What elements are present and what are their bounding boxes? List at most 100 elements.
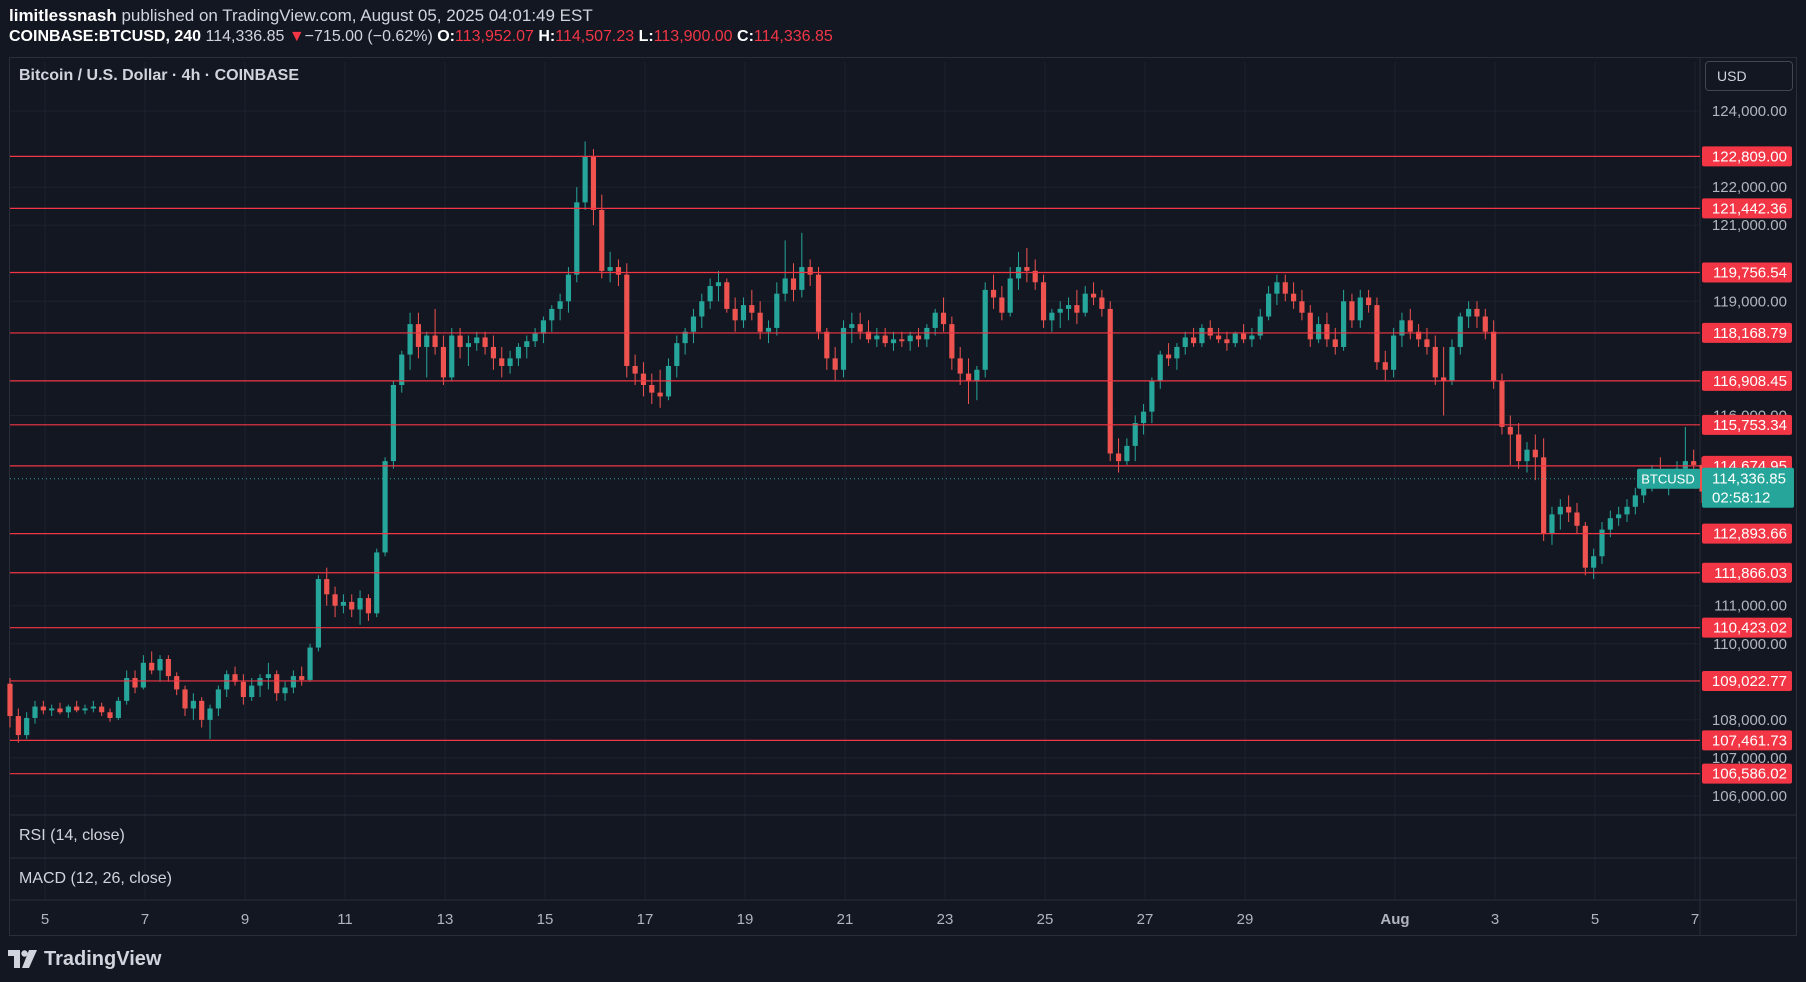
candle-body [232, 674, 238, 682]
candle-body [649, 385, 655, 393]
candle [1599, 521, 1605, 564]
high-value: 114,507.23 [555, 28, 635, 45]
candle-body [140, 662, 146, 688]
currency-button[interactable]: USD [1705, 61, 1793, 91]
candle-body [390, 385, 396, 462]
candle-body [32, 706, 38, 718]
candle-body [1082, 293, 1088, 313]
x-tick-label: 17 [637, 911, 654, 928]
candle [1607, 510, 1613, 538]
candle [1524, 442, 1530, 473]
candle-body [149, 662, 155, 671]
candle [974, 365, 980, 401]
candle [24, 712, 30, 739]
candle-body [174, 676, 180, 690]
candle-body [907, 335, 913, 342]
candle [857, 312, 863, 340]
candle [724, 278, 730, 313]
tradingview-brand[interactable]: TradingView [8, 948, 161, 970]
candle [240, 674, 246, 705]
candle-body [432, 335, 438, 347]
candle-body [457, 335, 463, 347]
candle [1199, 324, 1205, 347]
candle-body [549, 308, 555, 321]
candle [715, 270, 722, 302]
candle [1424, 327, 1430, 355]
candle [1274, 274, 1280, 306]
author-name[interactable]: limitlessnash [9, 6, 117, 25]
candle [1032, 259, 1038, 290]
candle-body [1424, 339, 1430, 347]
candle-body [424, 335, 430, 347]
candle [32, 700, 38, 724]
candle-body [1624, 506, 1630, 515]
candle [382, 457, 388, 557]
candle [232, 666, 238, 686]
candle-body [1257, 316, 1263, 336]
candle [1624, 499, 1630, 522]
candle-body [857, 324, 863, 332]
level-price-tag [1702, 370, 1792, 391]
candle [415, 312, 421, 359]
candle-body [332, 594, 338, 606]
candle-body [40, 706, 46, 711]
candle-body [765, 327, 772, 332]
candle-body [349, 601, 355, 610]
y-tick-label: 119,000.00 [1713, 293, 1787, 310]
last-price: 114,336.85 [205, 28, 285, 45]
candle [157, 655, 163, 682]
level-price-tag [1702, 763, 1792, 784]
symbol-tag [1637, 468, 1700, 489]
candle-body [532, 333, 538, 342]
candle-body [182, 689, 188, 709]
candle-body [7, 683, 13, 717]
rsi-pane-label[interactable]: RSI (14, close) [19, 827, 125, 844]
y-tick-label: 124,000.00 [1712, 103, 1787, 120]
candle-body [1432, 346, 1438, 378]
x-tick-label: 25 [1037, 911, 1054, 928]
candle-body [1524, 449, 1530, 462]
candle [182, 685, 188, 717]
candle [774, 282, 780, 336]
candle-body [1549, 514, 1555, 534]
candle [207, 704, 213, 739]
candle-body [774, 293, 780, 328]
candle [882, 327, 888, 347]
candle [1341, 289, 1347, 351]
candle-body [499, 358, 505, 366]
candle [674, 335, 680, 378]
candle [832, 346, 838, 382]
candle-body [1457, 316, 1463, 347]
publication-header: limitlessnash published on TradingView.c… [0, 0, 1806, 56]
candle [1374, 297, 1380, 370]
candle [990, 274, 997, 309]
macd-pane-label[interactable]: MACD (12, 26, close) [19, 870, 172, 887]
candle-body [690, 316, 697, 332]
candle-body [265, 674, 271, 679]
y-tick-label: 108,000.00 [1712, 712, 1787, 729]
x-tick-label: 7 [141, 911, 149, 928]
candle-body [82, 708, 88, 711]
candle-body [1566, 506, 1572, 513]
candle [1582, 521, 1588, 576]
candle-body [57, 708, 63, 713]
level-price-label: 109,022.77 [1712, 673, 1787, 690]
candle-body [965, 373, 972, 382]
candle [1449, 339, 1455, 386]
level-price-label: 115,753.34 [1713, 417, 1787, 434]
countdown-label: 02:58:12 [1712, 490, 1770, 507]
candle-body [1149, 381, 1155, 412]
candle-body [1341, 301, 1347, 347]
candle [524, 335, 530, 359]
x-tick-label: 29 [1237, 911, 1254, 928]
candle [124, 670, 130, 705]
candle [1240, 324, 1247, 344]
y-tick-label: 122,000.00 [1712, 179, 1787, 196]
candle [557, 293, 563, 321]
candle-body [1541, 457, 1547, 534]
level-price-label: 118,168.79 [1713, 325, 1787, 342]
candle-body [1074, 305, 1080, 313]
candle-body [24, 717, 30, 736]
brand-name: TradingView [44, 947, 162, 970]
